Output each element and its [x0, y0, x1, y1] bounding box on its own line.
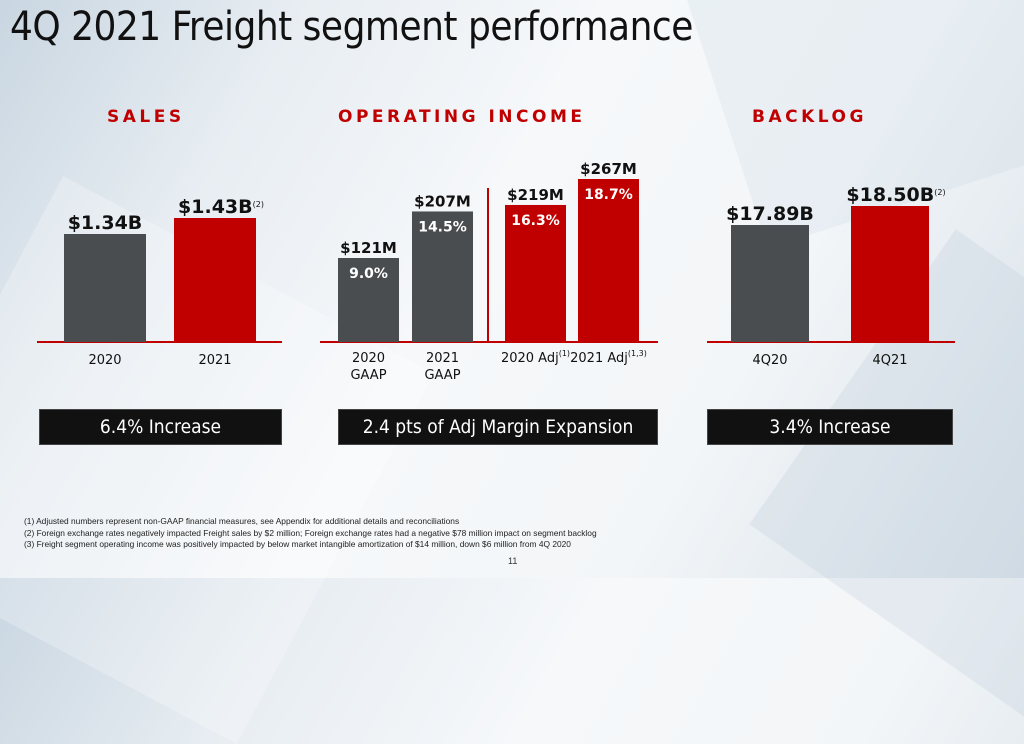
footnote-2: (2) Foreign exchange rates negatively im…	[24, 527, 597, 538]
data-label: $17.89B	[726, 203, 814, 225]
data-label: $18.50B(2)	[846, 184, 945, 206]
backlog-callout: 3.4% Increase	[707, 409, 953, 445]
category-label: 2020 Adj(1)	[501, 349, 570, 366]
operating-income-section-title: OPERATING INCOME	[338, 107, 586, 127]
data-label: $267M	[580, 160, 637, 178]
category-label: 2021	[198, 353, 231, 368]
category-label: 2021	[426, 351, 459, 366]
category-label: 4Q21	[872, 353, 907, 368]
backlog-section-title: BACKLOG	[752, 107, 867, 127]
bar-2020	[64, 234, 146, 342]
margin-label: 16.3%	[511, 213, 560, 229]
category-label: 2020	[352, 351, 385, 366]
bar-2020-gaap	[338, 258, 399, 342]
margin-label: 14.5%	[418, 219, 467, 235]
category-label: 2020	[88, 353, 121, 368]
data-label: $207M	[414, 192, 471, 210]
data-label: $1.43B(2)	[178, 196, 264, 218]
sales-section-title: SALES	[107, 107, 185, 127]
bar-2020-adj	[505, 204, 566, 342]
margin-label: 18.7%	[584, 187, 633, 203]
bar-4q20	[731, 225, 809, 342]
category-label: GAAP	[424, 368, 460, 383]
bar-4q21	[851, 206, 929, 342]
footnote-1: (1) Adjusted numbers represent non-GAAP …	[24, 516, 460, 526]
bar-2021	[174, 218, 256, 342]
category-label: 4Q20	[752, 353, 787, 368]
page-number: 11	[508, 556, 518, 566]
bar-2021-adj	[578, 179, 639, 342]
sales-callout: 6.4% Increase	[39, 409, 282, 445]
category-label: GAAP	[350, 368, 386, 383]
data-label: $121M	[340, 239, 397, 257]
margin-label: 9.0%	[349, 266, 388, 282]
data-label: $219M	[507, 186, 564, 204]
data-label: $1.34B	[68, 212, 143, 234]
category-label: 2021 Adj(1,3)	[570, 349, 647, 366]
footnote-3: (3) Freight segment operating income was…	[24, 539, 571, 549]
footnotes: (1) Adjusted numbers represent non-GAAP …	[24, 516, 597, 551]
slide-title: 4Q 2021 Freight segment performance	[10, 4, 693, 50]
bar-2021-gaap	[412, 211, 473, 342]
charts-canvas: $1.34B 2020 $1.43B(2) 2021 $121M 9.0% 2020 GAAP…	[37, 160, 955, 383]
operating-income-callout: 2.4 pts of Adj Margin Expansion	[338, 409, 658, 445]
